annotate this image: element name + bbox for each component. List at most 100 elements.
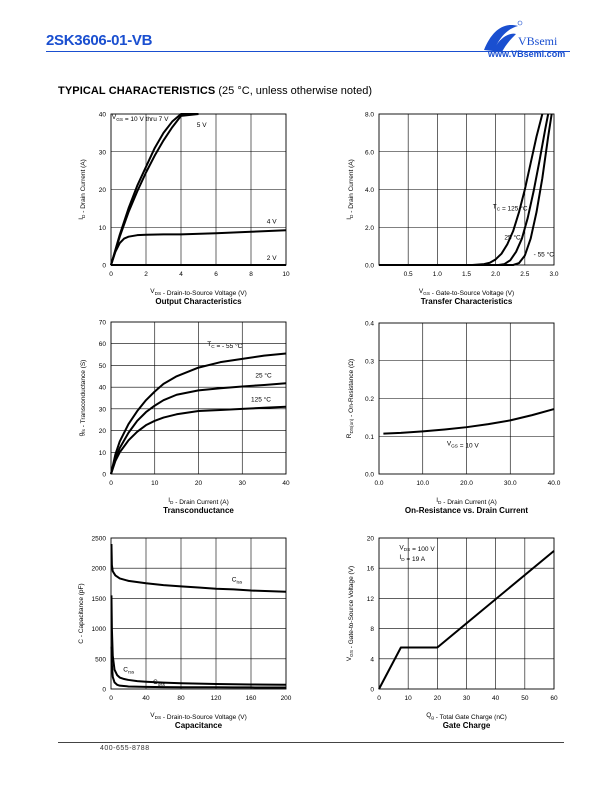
y-tick-label: 6.0 bbox=[365, 149, 374, 156]
chart-title: Capacitance bbox=[175, 721, 223, 730]
y-tick-label: 50 bbox=[99, 363, 107, 370]
y-tick-label: 0 bbox=[102, 472, 106, 479]
x-tick-label: 2 bbox=[144, 271, 148, 278]
x-tick-label: 50 bbox=[521, 695, 529, 702]
chart-transfer: 0.5 1.0 1.5 2.0 2.5 3.0 0.0 2.0 4.0 6.0 8.0 TC = 12… bbox=[346, 112, 559, 307]
x-tick-label: 30 bbox=[463, 695, 471, 702]
x-tick-label: 8 bbox=[249, 271, 253, 278]
x-axis-label: VGS - Gate-to-Source Voltage (V) bbox=[419, 288, 514, 297]
x-tick-label: 0 bbox=[109, 695, 113, 702]
y-tick-label: 16 bbox=[367, 566, 375, 573]
plot-frame bbox=[378, 322, 555, 475]
x-tick-label: 6 bbox=[214, 271, 218, 278]
y-axis-label: VGS - Gate-to-Source Voltage (V) bbox=[346, 566, 355, 661]
x-tick-label: 200 bbox=[281, 695, 292, 702]
chart-title: Output Characteristics bbox=[155, 297, 242, 306]
x-axis-label: VDS - Drain-to-Source Voltage (V) bbox=[150, 712, 247, 721]
y-tick-label: 2500 bbox=[92, 536, 107, 543]
y-tick-label: 8 bbox=[370, 626, 374, 633]
y-axis-label: gfs - Transconductance (S) bbox=[78, 360, 87, 437]
series-line-25-c bbox=[110, 382, 287, 475]
x-tick-label: 40 bbox=[142, 695, 150, 702]
chart-title: Gate Charge bbox=[443, 721, 491, 730]
x-tick-label: 160 bbox=[246, 695, 257, 702]
x-axis-label: ID - Drain Current (A) bbox=[168, 497, 229, 506]
annotation: VGS = 10 V bbox=[447, 441, 480, 450]
y-axis-label: ID - Drain Current (A) bbox=[346, 159, 355, 220]
series-line-5-v bbox=[110, 113, 199, 266]
annotation: 4 V bbox=[267, 218, 277, 225]
section-heading: TYPICAL CHARACTERISTICS (25 °C, unless o… bbox=[58, 85, 372, 97]
annotation: - 55 °C bbox=[534, 251, 555, 259]
y-tick-label: 1000 bbox=[92, 626, 107, 633]
x-tick-label: 0.5 bbox=[404, 271, 413, 278]
x-tick-label: 120 bbox=[211, 695, 222, 702]
x-tick-label: 1.5 bbox=[462, 271, 471, 278]
plot-frame bbox=[378, 537, 555, 690]
chart-title: On-Resistance vs. Drain Current bbox=[405, 506, 528, 515]
x-tick-label: 3.0 bbox=[549, 271, 558, 278]
annotation: 5 V bbox=[197, 122, 207, 129]
y-tick-label: 0.1 bbox=[365, 434, 374, 441]
y-tick-label: 10 bbox=[99, 225, 107, 232]
section-note: (25 °C, unless otherwise noted) bbox=[218, 85, 372, 97]
annotation: VGS = 10 V thru 7 V bbox=[112, 114, 169, 123]
series-line-v-gs-10-v bbox=[383, 408, 555, 435]
series-line-c-iss bbox=[110, 544, 287, 593]
y-tick-label: 20 bbox=[367, 536, 375, 543]
annotation: 25 °C bbox=[255, 371, 272, 379]
registered-mark-icon bbox=[517, 20, 523, 26]
chart-title: Transfer Characteristics bbox=[421, 297, 513, 306]
annotation: Crss bbox=[123, 666, 135, 674]
header-divider bbox=[46, 51, 570, 52]
y-tick-label: 10 bbox=[99, 450, 107, 457]
x-tick-label: 20 bbox=[195, 480, 203, 487]
x-tick-label: 10.0 bbox=[416, 480, 429, 487]
x-tick-label: 4 bbox=[179, 271, 183, 278]
annotation: 2 V bbox=[267, 255, 277, 262]
series-line-t-c-55-c bbox=[110, 352, 287, 475]
annotation: VDS = 100 V bbox=[399, 544, 435, 553]
x-tick-label: 10 bbox=[405, 695, 413, 702]
annotation: TC = - 55 °C bbox=[207, 341, 242, 350]
x-tick-label: 1.0 bbox=[433, 271, 442, 278]
y-tick-label: 0 bbox=[102, 687, 106, 694]
y-tick-label: 0.3 bbox=[365, 358, 374, 365]
y-tick-label: 0.2 bbox=[365, 396, 374, 403]
plot-frame bbox=[110, 537, 287, 690]
series-line-c-rss bbox=[110, 646, 286, 689]
series-line--55-c bbox=[379, 113, 553, 266]
series-line-125-c bbox=[110, 405, 287, 475]
section-title: TYPICAL CHARACTERISTICS bbox=[58, 85, 216, 97]
y-tick-label: 30 bbox=[99, 149, 107, 156]
y-tick-label: 4.0 bbox=[365, 187, 374, 194]
x-tick-label: 2.5 bbox=[520, 271, 529, 278]
brand-url[interactable]: www.VBsemi.com bbox=[488, 49, 566, 59]
y-tick-label: 2.0 bbox=[365, 225, 374, 232]
x-tick-label: 2.0 bbox=[491, 271, 500, 278]
x-tick-label: 40 bbox=[282, 480, 290, 487]
y-tick-label: 30 bbox=[99, 406, 107, 413]
x-tick-label: 40 bbox=[492, 695, 500, 702]
y-tick-label: 40 bbox=[99, 385, 107, 392]
annotation: Ciss bbox=[232, 576, 243, 584]
chart-title: Transconductance bbox=[163, 506, 234, 515]
x-axis-label: VDS - Drain-to-Source Voltage (V) bbox=[150, 288, 247, 297]
x-tick-label: 40.0 bbox=[548, 480, 561, 487]
y-tick-label: 40 bbox=[99, 112, 107, 119]
annotation: Coss bbox=[153, 679, 166, 687]
x-tick-label: 80 bbox=[177, 695, 185, 702]
y-tick-label: 0.0 bbox=[365, 472, 374, 479]
x-tick-label: 10 bbox=[151, 480, 159, 487]
annotation: 25 °C bbox=[504, 234, 521, 242]
brand-name: VBsemi bbox=[518, 34, 558, 48]
y-tick-label: 2000 bbox=[92, 566, 107, 573]
annotation: TC = 125 °C bbox=[493, 203, 528, 212]
y-tick-label: 4 bbox=[370, 656, 374, 663]
x-tick-label: 0 bbox=[109, 271, 113, 278]
y-tick-label: 20 bbox=[99, 187, 107, 194]
x-axis-label: Qg - Total Gate Charge (nC) bbox=[426, 712, 507, 721]
y-tick-label: 500 bbox=[95, 656, 106, 663]
x-tick-label: 0 bbox=[377, 695, 381, 702]
